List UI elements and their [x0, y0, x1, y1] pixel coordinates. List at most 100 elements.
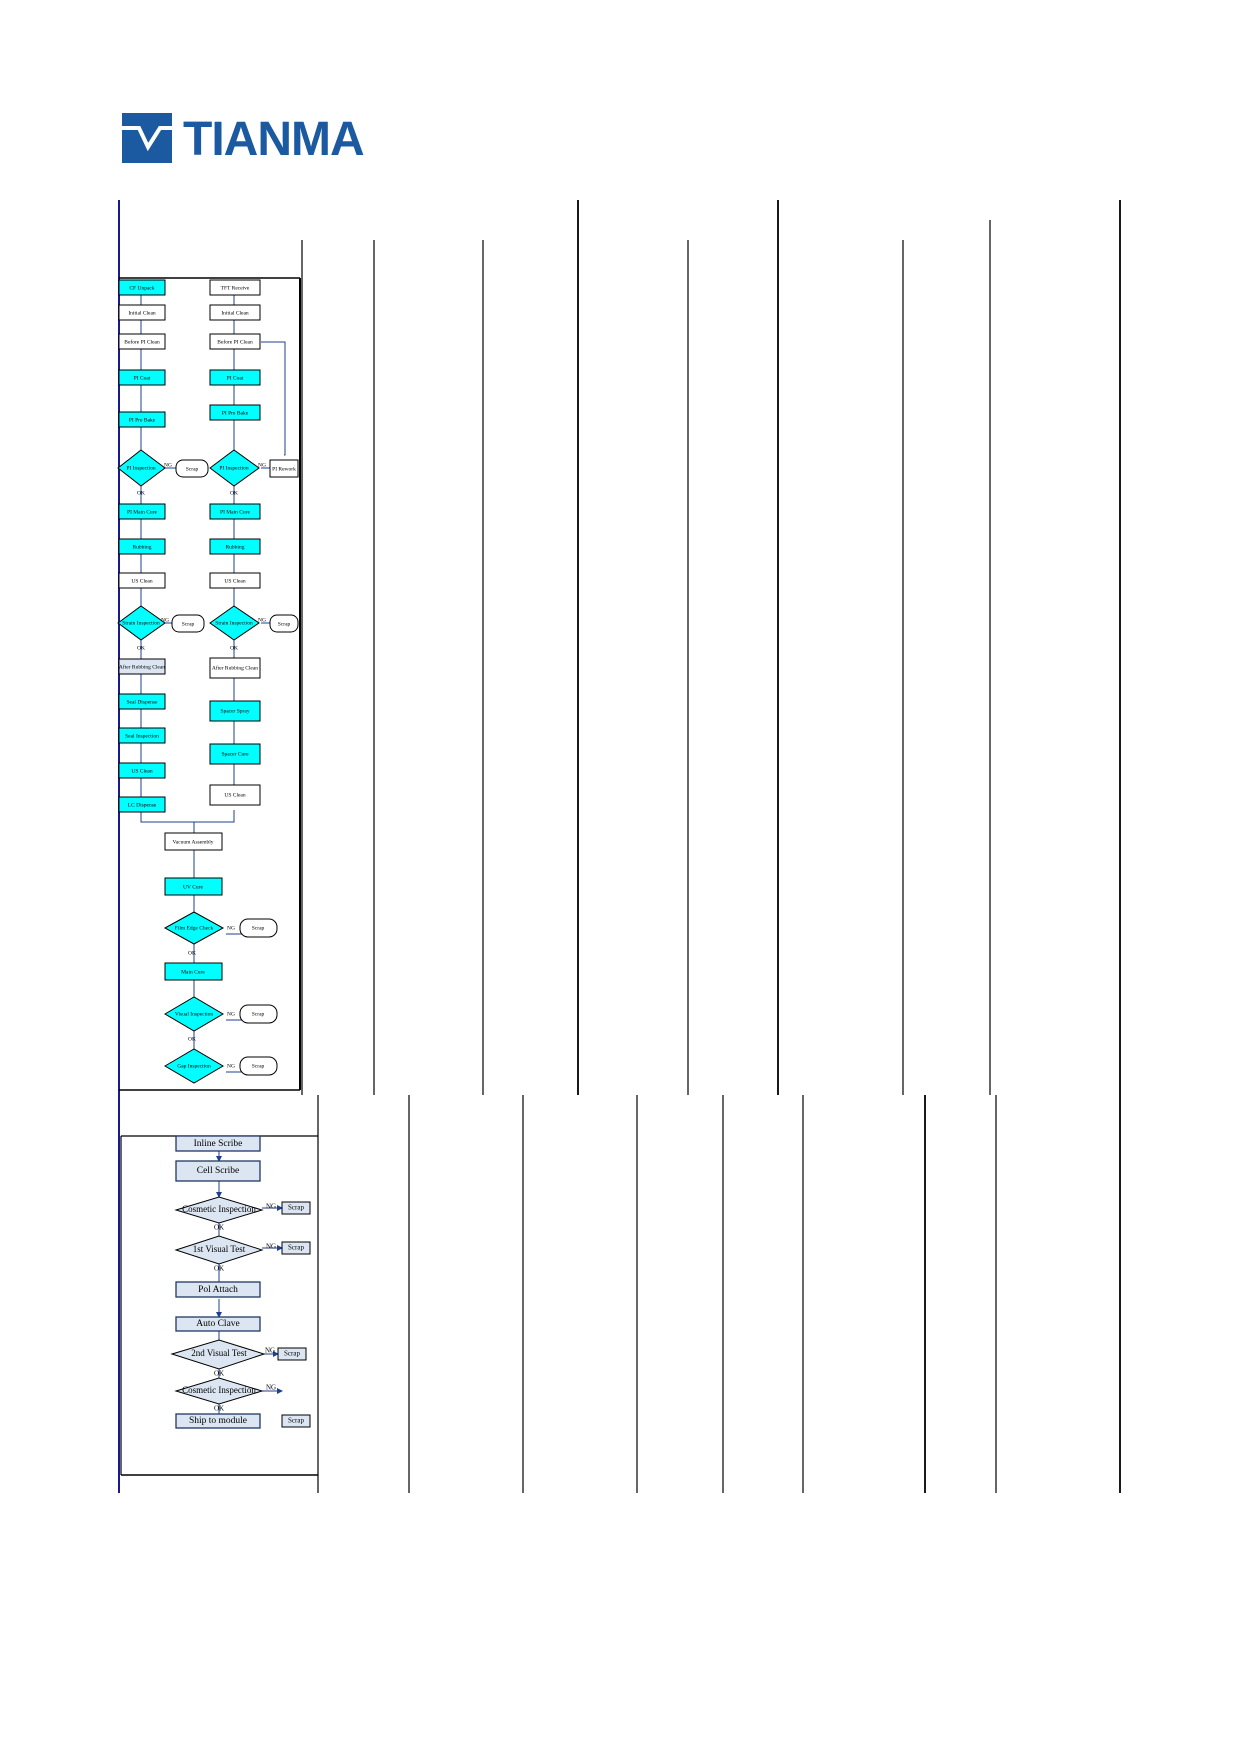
- cf-column: CF Unpack Initial Clean Before PI Clean …: [117, 279, 209, 813]
- pol-attach-box: [175, 1281, 261, 1298]
- cf-strain-inspection-ng: NG: [161, 617, 169, 623]
- cell-scribe-box: [175, 1160, 261, 1182]
- cf-lc-dispense-label: LC Dispense: [128, 802, 157, 808]
- second-visual-test-label: 2nd Visual Test: [191, 1348, 247, 1358]
- cosmetic-inspection-1-ng: NG: [266, 1203, 276, 1211]
- cf-pi-inspection-label: PI Inspection: [126, 465, 155, 471]
- tft-pi-coat-box: [209, 369, 261, 386]
- tft-after-rubbing-clean-box: [209, 657, 261, 679]
- gap-inspection-ng: NG: [227, 1063, 235, 1069]
- cf-strain-inspection-diamond: [117, 605, 166, 641]
- film-edge-scrap-label: Scrap: [252, 925, 265, 931]
- cf-unpack-label: CF Unpack: [129, 285, 154, 291]
- tft-pi-main-cure-box: [209, 503, 261, 520]
- second-visual-test-diamond: [170, 1339, 266, 1370]
- tft-initial-clean-box: [209, 304, 261, 321]
- cosmetic-inspection-2-ng: NG: [266, 1384, 276, 1392]
- film-edge-check-diamond: [163, 911, 225, 945]
- cosmetic-inspection-1-ok: OK: [214, 1224, 224, 1232]
- cf-seal-dispense-label: Seal Dispense: [126, 699, 158, 705]
- first-visual-scrap-label: Scrap: [288, 1244, 304, 1252]
- tft-us-clean-2-box: [209, 784, 261, 806]
- cf-pi-scrap-box: [175, 459, 209, 478]
- inline-scribe-box: [175, 1135, 261, 1152]
- auto-clave-box: [175, 1316, 261, 1332]
- tft-spacer-cure-box: [209, 743, 261, 765]
- visual-inspection-diamond: [164, 996, 224, 1032]
- tft-pi-inspection-diamond: [209, 449, 260, 487]
- tft-initial-clean-label: Initial Clean: [221, 310, 249, 316]
- cf-seal-inspection-label: Seal Inspection: [125, 733, 159, 739]
- tianma-logo-mark: [122, 113, 172, 163]
- vacuum-assembly-box: [164, 832, 223, 851]
- visual-inspection-ok: OK: [188, 1036, 196, 1042]
- first-visual-test-label: 1st Visual Test: [193, 1244, 246, 1254]
- cf-pi-coat-label: PI Coat: [134, 375, 151, 381]
- tft-strain-inspection-ok: OK: [230, 645, 238, 651]
- cf-us-clean-2-box: [118, 762, 166, 779]
- cosmetic-1-scrap-label: Scrap: [288, 1204, 304, 1212]
- tft-us-clean-1-label: US Clean: [224, 578, 245, 584]
- cf-pi-scrap-label: Scrap: [186, 466, 199, 472]
- tianma-logo-wordmark: TIANMA: [183, 113, 365, 166]
- uv-cure-label: UV Cure: [183, 884, 203, 890]
- cf-strain-scrap-box: [171, 614, 205, 633]
- tft-pi-pre-bake-label: PI Pre Bake: [222, 410, 249, 416]
- cf-before-pi-clean-box: [118, 333, 166, 350]
- gap-inspection-label: Gap Inspection: [177, 1063, 211, 1069]
- tft-pi-rework-label: PI Rework: [272, 466, 296, 472]
- second-visual-scrap-label: Scrap: [284, 1350, 300, 1358]
- tft-strain-scrap-box: [269, 614, 299, 633]
- cf-pi-inspection-ng: NG: [164, 462, 172, 468]
- cf-strain-inspection-label: Strain Inspection: [122, 620, 160, 626]
- flow2-connectors: [216, 1151, 283, 1414]
- tft-strain-inspection-label: Strain Inspection: [215, 620, 253, 626]
- vacuum-assembly-label: Vacuum Assembly: [172, 839, 213, 845]
- main-cure-label: Main Cure: [181, 969, 205, 975]
- ship-scrap-label: Scrap: [288, 1417, 304, 1425]
- cf-pi-coat-box: [118, 369, 166, 386]
- gap-scrap-label: Scrap: [252, 1063, 265, 1069]
- first-visual-test-ng: NG: [266, 1243, 276, 1251]
- ship-to-module-box: [175, 1413, 261, 1429]
- tft-before-pi-clean-label: Before PI Clean: [217, 338, 253, 345]
- flow2: Inline Scribe Cell Scribe Cosmetic Inspe…: [170, 1135, 311, 1429]
- tft-strain-inspection-ng: NG: [258, 617, 266, 623]
- visual-scrap-box: [239, 1004, 278, 1024]
- ship-scrap-box: [281, 1414, 311, 1428]
- visual-inspection-ng: NG: [227, 1011, 235, 1017]
- cf-us-clean-1-box: [118, 572, 166, 589]
- cf-us-clean-2-label: US Clean: [131, 768, 152, 774]
- cf-after-rubbing-clean-box: [118, 658, 166, 675]
- cf-pi-pre-bake-box: [118, 411, 166, 428]
- tft-pi-inspection-ok: OK: [230, 490, 238, 496]
- main-cure-box: [164, 962, 223, 981]
- cf-rubbing-label: Rubbing: [133, 544, 152, 550]
- cf-initial-clean-box: [118, 304, 166, 321]
- cosmetic-1-scrap-box: [281, 1201, 311, 1215]
- cf-pi-main-cure-box: [118, 503, 166, 520]
- tft-us-clean-1-box: [209, 572, 261, 589]
- tft-pi-rework-box: [269, 459, 299, 478]
- tft-spacer-cure-label: Spacer Cure: [221, 751, 249, 757]
- inline-scribe-label: Inline Scribe: [194, 1139, 243, 1149]
- tft-receive-label: TFT Receive: [221, 285, 250, 291]
- cf-unpack-box: [118, 279, 166, 296]
- cosmetic-inspection-1-diamond: [174, 1196, 264, 1224]
- tft-rubbing-label: Rubbing: [226, 544, 245, 550]
- tft-pi-coat-label: PI Coat: [227, 375, 244, 381]
- tft-us-clean-2-label: US Clean: [224, 792, 245, 798]
- film-edge-scrap-box: [239, 918, 278, 938]
- pol-attach-label: Pol Attach: [198, 1285, 238, 1295]
- film-edge-check-label: Film Edge Check: [175, 925, 214, 931]
- cosmetic-inspection-2-ok: OK: [214, 1405, 224, 1413]
- tft-pi-main-cure-label: PI Main Cure: [220, 509, 251, 515]
- cf-pi-main-cure-label: PI Main Cure: [127, 509, 158, 515]
- tft-column: TFT Receive Initial Clean Before PI Clea…: [209, 279, 299, 806]
- first-visual-scrap-box: [281, 1241, 311, 1255]
- merged-flow: Vacuum Assembly UV Cure Film Edge Check …: [163, 832, 278, 1084]
- cf-strain-inspection-ok: OK: [137, 645, 145, 651]
- cosmetic-inspection-2-diamond: [174, 1377, 264, 1405]
- tft-before-pi-clean-box: [209, 333, 261, 350]
